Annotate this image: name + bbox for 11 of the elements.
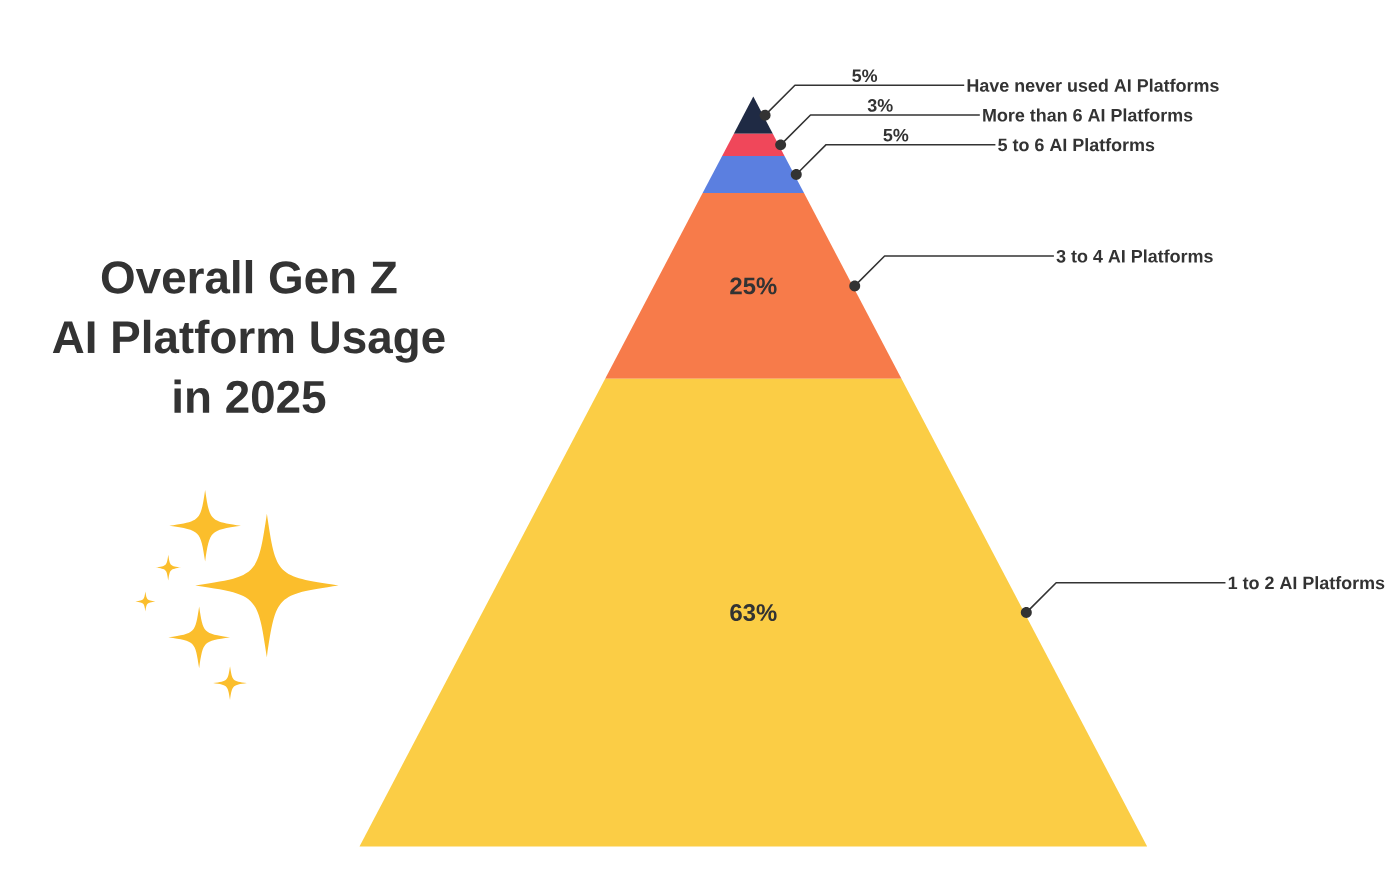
data-label: 5% bbox=[852, 69, 878, 82]
category-label: 5 to 6 AI Platforms bbox=[998, 137, 1155, 152]
category-label: More than 6 AI Platforms bbox=[983, 108, 1193, 122]
text: Overall Gen Z AI Platform Usage in 2025 bbox=[52, 259, 445, 413]
data-label: 3% bbox=[867, 98, 893, 112]
data-label: 25% bbox=[730, 277, 777, 295]
category-label: 1 to 2 AI Platforms bbox=[1228, 575, 1385, 590]
data-label: 63% bbox=[730, 603, 777, 621]
data-label: 5% bbox=[883, 128, 909, 142]
category-label: 3 to 4 AI Platforms bbox=[1056, 249, 1213, 263]
category-label: Have never used AI Platforms bbox=[967, 78, 1219, 92]
